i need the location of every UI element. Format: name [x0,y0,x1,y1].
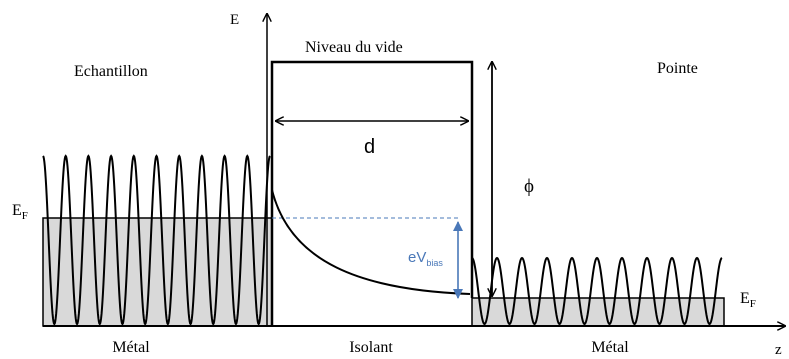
distance-label: d [364,136,375,158]
sample-material-label: Métal [112,339,150,356]
fermi-label-tip: EF [740,290,756,310]
energy-axis-label: E [230,12,239,28]
vacuum-level-title: Niveau du vide [305,39,403,56]
work-function-label: ϕ [524,176,534,197]
z-axis-label: z [775,342,782,358]
barrier-decay-curve [271,189,471,295]
tip-title: Pointe [657,60,698,77]
fermi-label-sample: EF [12,202,28,222]
insulator-label: Isolant [349,339,393,356]
vacuum-barrier [270,60,474,326]
tip-material-label: Métal [591,339,629,356]
sample-title: Echantillon [74,63,148,80]
sample-wavefunction [42,154,271,326]
bias-label: eVbias [408,249,443,268]
tip-wavefunction [471,256,723,326]
